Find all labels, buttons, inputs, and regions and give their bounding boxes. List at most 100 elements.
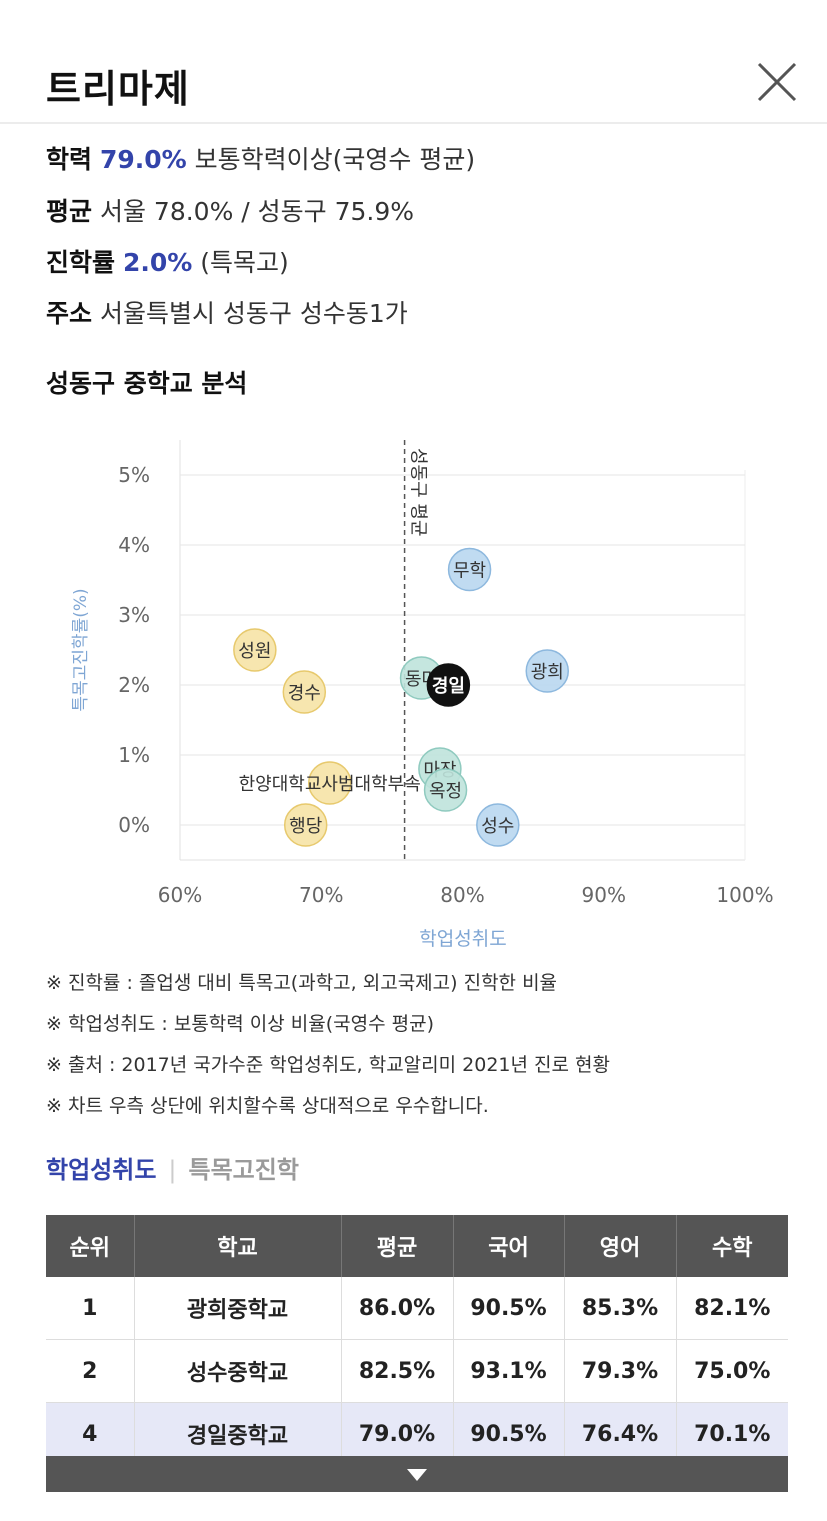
point-label: 무학 <box>453 561 486 582</box>
x-tick-label: 100% <box>716 883 773 907</box>
table-row-highlighted: 4 경일중학교 79.0% 90.5% 76.4% 70.1% <box>46 1402 788 1466</box>
close-icon[interactable] <box>755 60 799 104</box>
average-reference-label: 성동구 평균 <box>408 448 429 537</box>
note-advancement: ※ 진학률 : 졸업생 대비 특목고(과학고, 외고국제고) 진학한 비율 <box>46 972 558 994</box>
point-marker <box>307 761 352 805</box>
cell-school: 경일중학교 <box>134 1402 342 1466</box>
info-achievement: 학력 79.0% 보통학력이상(국영수 평균) <box>46 140 475 176</box>
point-label: 경일 <box>432 676 465 697</box>
cell-rank: 1 <box>46 1277 135 1340</box>
point-label: 행당 <box>289 816 322 837</box>
cell-math: 75.0% <box>676 1339 788 1403</box>
table-row: 1 광희중학교 86.0% 90.5% 85.3% 82.1% <box>46 1277 788 1340</box>
y-tick-label: 2% <box>118 673 150 697</box>
cell-math: 82.1% <box>676 1277 788 1340</box>
cell-average: 86.0% <box>341 1277 454 1340</box>
x-tick-label: 80% <box>440 883 484 907</box>
cell-english: 76.4% <box>564 1402 677 1466</box>
info-address-text: 서울특별시 성동구 성수동1가 <box>99 299 408 328</box>
info-advancement: 진학률 2.0% (특목고) <box>46 243 289 279</box>
cell-school: 성수중학교 <box>134 1339 342 1403</box>
header-rank: 순위 <box>46 1215 135 1277</box>
scatter-point: 경일 <box>426 663 471 707</box>
page-title: 트리마제 <box>46 67 190 111</box>
tab-achievement[interactable]: 학업성취도 <box>46 1156 157 1184</box>
cell-english: 79.3% <box>564 1339 677 1403</box>
note-chart-guide: ※ 차트 우측 상단에 위치할수록 상대적으로 우수합니다. <box>46 1095 489 1117</box>
chart-section-title: 성동구 중학교 분석 <box>46 369 248 398</box>
cell-korean: 93.1% <box>453 1339 565 1403</box>
ranking-table: 순위 학교 평균 국어 영어 수학 1 광희중학교 86.0% 90.5% 85… <box>46 1215 788 1466</box>
scatter-chart: 0% 1% 2% 3% 4% 5% 60% 70% 80% 90% 100% 학업성취도 특목고진학률(… <box>71 440 774 950</box>
point-marker <box>447 547 492 592</box>
expand-table-button[interactable] <box>46 1456 788 1492</box>
scatter-point: 행당 <box>283 803 328 847</box>
x-axis-label: 학업성취도 <box>419 928 506 950</box>
scatter-point: 무학 <box>447 547 492 592</box>
info-achievement-note: 보통학력이상(국영수 평균) <box>194 145 476 174</box>
point-marker <box>476 803 520 847</box>
note-source: ※ 출처 : 2017년 국가수준 학업성취도, 학교알리미 2021년 진로 … <box>46 1054 610 1076</box>
point-marker <box>426 663 471 707</box>
point-marker <box>233 628 277 672</box>
point-label: 성원 <box>238 641 271 662</box>
scatter-point: 경수 <box>282 670 327 714</box>
cell-rank: 4 <box>46 1402 135 1466</box>
table-header-row: 순위 학교 평균 국어 영어 수학 <box>46 1215 788 1277</box>
tab-advancement[interactable]: 특목고진학 <box>188 1156 299 1184</box>
y-tick-label: 5% <box>118 463 150 487</box>
info-address-label: 주소 <box>46 299 93 328</box>
point-label: 경수 <box>288 683 321 704</box>
y-tick-label: 4% <box>118 533 150 557</box>
scatter-point: 옥정 <box>423 768 468 812</box>
cell-korean: 90.5% <box>453 1277 565 1340</box>
point-marker <box>283 803 328 847</box>
tab-separator: | <box>168 1156 177 1184</box>
scatter-point: 한양대학교사범대학부속 <box>239 761 421 805</box>
info-average-text: 서울 78.0% / 성동구 75.9% <box>99 197 415 226</box>
info-achievement-label: 학력 <box>46 145 93 174</box>
header-average: 평균 <box>341 1215 454 1277</box>
cell-english: 85.3% <box>564 1277 677 1340</box>
y-tick-label: 1% <box>118 743 150 767</box>
point-label: 한양대학교사범대학부속 <box>239 774 421 795</box>
info-advancement-value: 2.0% <box>122 248 193 277</box>
cell-math: 70.1% <box>676 1402 788 1466</box>
point-label: 성수 <box>481 816 514 837</box>
info-average-label: 평균 <box>46 197 93 226</box>
table-row: 2 성수중학교 82.5% 93.1% 79.3% 75.0% <box>46 1339 788 1403</box>
scatter-point: 광희 <box>525 649 569 693</box>
point-label: 광희 <box>531 662 564 683</box>
chevron-down-icon <box>407 1469 427 1481</box>
info-advancement-note: (특목고) <box>200 248 289 277</box>
point-marker <box>282 670 327 714</box>
point-label: 옥정 <box>429 781 462 802</box>
header-english: 영어 <box>564 1215 677 1277</box>
cell-school: 광희중학교 <box>134 1277 342 1340</box>
scatter-point: 성원 <box>233 628 277 672</box>
y-tick-label: 3% <box>118 603 150 627</box>
x-tick-label: 70% <box>299 883 343 907</box>
info-achievement-value: 79.0% <box>99 145 187 174</box>
cell-average: 82.5% <box>341 1339 454 1403</box>
header: 트리마제 <box>0 0 827 124</box>
notes: ※ 진학률 : 졸업생 대비 특목고(과학고, 외고국제고) 진학한 비율 ※ … <box>46 963 610 1127</box>
header-school: 학교 <box>134 1215 342 1277</box>
point-marker <box>525 649 569 693</box>
cell-korean: 90.5% <box>453 1402 565 1466</box>
y-axis-label: 특목고진학률(%) <box>71 588 91 711</box>
tab-bar: 학업성취도 | 특목고진학 <box>46 1150 299 1185</box>
info-average: 평균 서울 78.0% / 성동구 75.9% <box>46 192 414 228</box>
header-math: 수학 <box>676 1215 788 1277</box>
info-advancement-label: 진학률 <box>46 248 116 277</box>
x-tick-label: 90% <box>582 883 626 907</box>
info-address: 주소 서울특별시 성동구 성수동1가 <box>46 294 408 330</box>
cell-rank: 2 <box>46 1339 135 1403</box>
cell-average: 79.0% <box>341 1402 454 1466</box>
point-marker <box>423 768 468 812</box>
scatter-point: 성수 <box>476 803 520 847</box>
header-korean: 국어 <box>453 1215 565 1277</box>
x-tick-label: 60% <box>158 883 202 907</box>
note-achievement: ※ 학업성취도 : 보통학력 이상 비율(국영수 평균) <box>46 1013 435 1035</box>
y-tick-label: 0% <box>118 813 150 837</box>
